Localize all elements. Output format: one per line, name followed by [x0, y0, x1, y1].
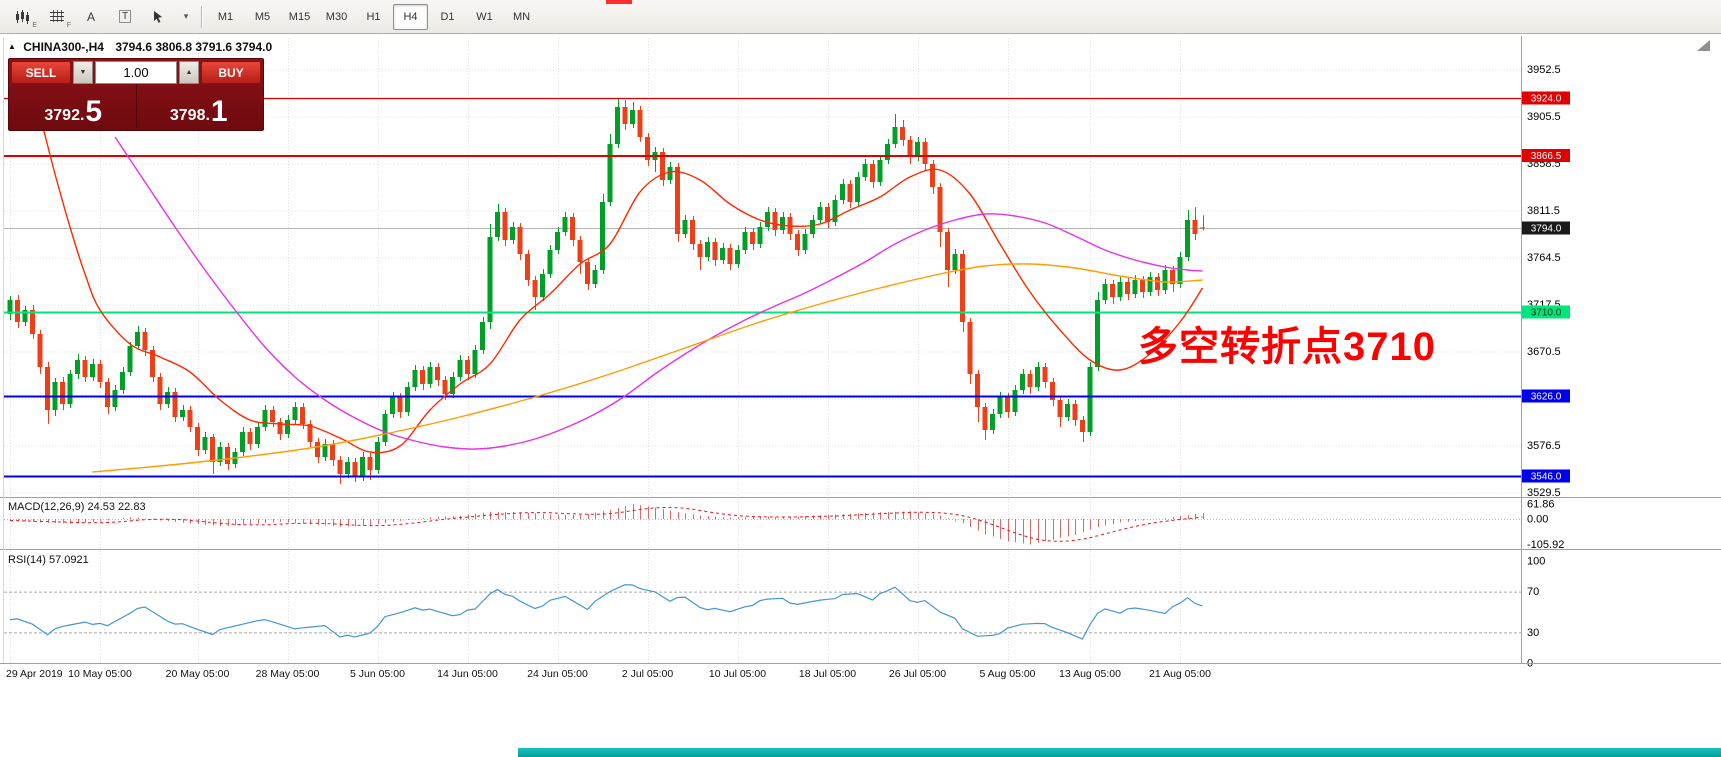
svg-text:3811.5: 3811.5 [1527, 205, 1560, 217]
svg-text:13 Aug 05:00: 13 Aug 05:00 [1059, 668, 1121, 680]
timeframe-M5[interactable]: M5 [254, 10, 271, 23]
timeframe-D1[interactable]: D1 [440, 10, 455, 23]
svg-text:3576.5: 3576.5 [1527, 440, 1561, 452]
svg-text:18 Jul 05:00: 18 Jul 05:00 [799, 668, 856, 680]
chart-canvas[interactable]: 3952.53905.53858.53811.53764.53717.53670… [0, 36, 1721, 757]
svg-text:3764.5: 3764.5 [1527, 252, 1561, 264]
top-edge-red-artifact [606, 0, 632, 4]
timeframe-H1[interactable]: H1 [366, 10, 381, 23]
chart-symbol-label: CHINA300-,H4 [23, 40, 104, 54]
ma-mid-magenta-line [114, 136, 1203, 450]
svg-text:28 May 05:00: 28 May 05:00 [256, 668, 320, 680]
sell-price[interactable]: 3792. 5 [11, 84, 136, 128]
ma-fast-red-line [24, 71, 1204, 454]
macd-indicator-label: MACD(12,26,9) 24.53 22.83 [8, 501, 146, 513]
svg-text:3670.5: 3670.5 [1527, 346, 1561, 358]
svg-text:-105.92: -105.92 [1527, 539, 1564, 551]
svg-text:3952.5: 3952.5 [1527, 64, 1561, 76]
svg-text:3866.5: 3866.5 [1531, 151, 1562, 162]
ma-slow-orange-line [92, 263, 1203, 473]
svg-text:29 Apr 2019: 29 Apr 2019 [6, 668, 63, 680]
buy-button[interactable]: BUY [201, 61, 261, 84]
svg-text:3924.0: 3924.0 [1531, 94, 1562, 105]
timeframe-MN[interactable]: MN [512, 10, 531, 23]
rsi-indicator-label: RSI(14) 57.0921 [8, 554, 89, 566]
chart-ohlc-values: 3794.6 3806.8 3791.6 3794.0 [115, 40, 273, 54]
chart-header: ▲ CHINA300-,H4 3794.6 3806.8 3791.6 3794… [8, 40, 272, 54]
svg-text:3905.5: 3905.5 [1527, 111, 1561, 123]
toolbar: E F A T ▾ M1 M5 M15 M30 H1 H4 D1 W1 MN [0, 0, 1721, 34]
svg-text:5 Jun 05:00: 5 Jun 05:00 [350, 668, 405, 680]
timeframe-H4[interactable]: H4 [393, 3, 428, 30]
volume-input[interactable]: 1.00 [95, 61, 177, 84]
svg-text:70: 70 [1527, 586, 1539, 598]
price-axis: 3952.53905.53858.53811.53764.53717.53670… [1522, 64, 1570, 499]
hlines-layer [4, 97, 1521, 478]
text-label-tool-icon[interactable]: A [86, 9, 95, 24]
tools-dropdown-icon[interactable]: ▾ [183, 11, 189, 21]
volume-increase-button[interactable]: ▲ [179, 61, 199, 84]
bottom-scrollbar[interactable] [518, 748, 1721, 757]
indicator-candles-icon[interactable]: E [7, 4, 39, 30]
one-click-trade-panel: SELL ▼ 1.00 ▲ BUY 3792. 5 3798. 1 [8, 58, 264, 131]
svg-text:14 Jun 05:00: 14 Jun 05:00 [437, 668, 498, 680]
svg-text:3626.0: 3626.0 [1531, 392, 1562, 403]
text-box-tool-icon[interactable]: T [109, 4, 141, 30]
timeframe-M15[interactable]: M15 [288, 10, 311, 23]
sell-price-main: 3792. [44, 107, 85, 124]
timeframe-M1[interactable]: M1 [217, 10, 234, 23]
svg-text:30: 30 [1527, 627, 1539, 639]
toolbar-chart-tools: E F A T ▾ [6, 4, 196, 30]
svg-text:3546.0: 3546.0 [1531, 472, 1562, 483]
svg-text:61.86: 61.86 [1527, 499, 1555, 511]
price-divider [135, 84, 137, 128]
sell-price-pip: 5 [85, 94, 103, 128]
svg-text:21 Aug 05:00: 21 Aug 05:00 [1149, 668, 1211, 680]
svg-text:3794.0: 3794.0 [1531, 224, 1562, 235]
date-axis-labels: 29 Apr 2019 10 May 05:00 20 May 05:00 28 Ma… [6, 668, 1211, 680]
macd-panel: 61.86 0.00 -105.92 [4, 499, 1564, 551]
timeframe-toolbar: M1 M5 M15 M30 H1 H4 D1 W1 MN [207, 3, 540, 30]
chart-annotation-text: 多空转折点3710 [1138, 325, 1436, 369]
grid-layer [4, 38, 1521, 663]
volume-decrease-button[interactable]: ▼ [73, 61, 93, 84]
svg-text:3710.0: 3710.0 [1531, 308, 1562, 319]
scroll-to-latest-icon[interactable] [1697, 40, 1710, 51]
svg-text:24 Jun 05:00: 24 Jun 05:00 [527, 668, 588, 680]
toolbar-separator [201, 5, 202, 28]
collapse-chart-icon[interactable]: ▲ [8, 42, 16, 51]
indicator-grid-icon[interactable]: F [50, 9, 71, 29]
svg-text:0.00: 0.00 [1527, 514, 1548, 526]
svg-text:100: 100 [1527, 556, 1545, 568]
svg-text:2 Jul 05:00: 2 Jul 05:00 [622, 668, 674, 680]
svg-text:20 May 05:00: 20 May 05:00 [166, 668, 230, 680]
sell-button[interactable]: SELL [11, 61, 71, 84]
svg-text:5 Aug 05:00: 5 Aug 05:00 [979, 668, 1035, 680]
panel-borders [0, 36, 1721, 664]
buy-price-pip: 1 [210, 94, 228, 128]
svg-text:10 Jul 05:00: 10 Jul 05:00 [709, 668, 766, 680]
timeframe-W1[interactable]: W1 [476, 10, 493, 23]
svg-text:26 Jul 05:00: 26 Jul 05:00 [889, 668, 946, 680]
timeframe-M30[interactable]: M30 [325, 10, 348, 23]
cursor-tool-icon[interactable] [143, 4, 175, 30]
candles-layer [7, 98, 1205, 484]
svg-text:3529.5: 3529.5 [1527, 487, 1561, 499]
buy-price-main: 3798. [169, 107, 210, 124]
svg-text:10 May 05:00: 10 May 05:00 [68, 668, 132, 680]
buy-price[interactable]: 3798. 1 [137, 84, 262, 128]
